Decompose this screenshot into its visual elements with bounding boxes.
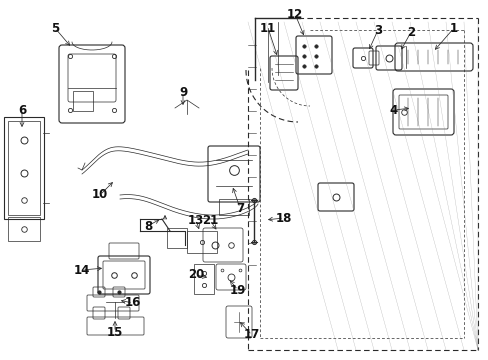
Text: 8: 8 [143,220,152,233]
Text: 15: 15 [106,325,123,338]
Text: 7: 7 [235,202,244,215]
Text: 4: 4 [389,104,397,117]
Text: 11: 11 [259,22,276,35]
Text: 6: 6 [18,104,26,117]
Text: 10: 10 [92,189,108,202]
Text: 3: 3 [373,23,381,36]
Text: 1: 1 [449,22,457,35]
Text: 16: 16 [124,297,141,310]
Text: 2: 2 [406,26,414,39]
Text: 19: 19 [229,284,245,297]
Text: 9: 9 [179,85,187,99]
Text: 14: 14 [74,264,90,276]
Text: 20: 20 [187,269,203,282]
Text: 21: 21 [202,213,218,226]
Text: 17: 17 [244,328,260,342]
Text: 13: 13 [187,213,203,226]
Text: 12: 12 [286,8,303,21]
Text: 5: 5 [51,22,59,35]
Text: 18: 18 [275,211,292,225]
